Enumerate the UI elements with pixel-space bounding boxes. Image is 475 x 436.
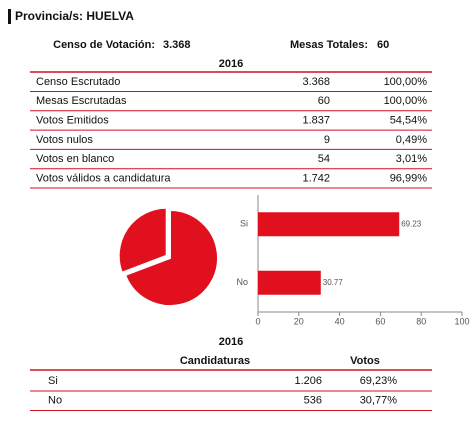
bar [258,270,321,295]
row-label: Si [48,375,58,387]
x-tick-label: 40 [335,316,345,326]
row-percent: 3,01% [396,153,427,165]
title-bar [8,9,11,24]
row-value: 1.206 [294,375,322,387]
row-percent: 54,54% [390,115,428,127]
row-value: 54 [318,153,330,165]
x-tick-label: 80 [416,316,426,326]
row-value: 536 [304,394,322,406]
row-value: 60 [318,95,330,107]
row-value: 1.742 [302,172,330,184]
column-header: Votos [350,355,380,367]
row-label: Votos válidos a candidatura [36,172,171,184]
mesas-label: Mesas Totales: [290,39,368,51]
value-label: 30.77 [323,278,344,287]
row-percent: 100,00% [384,95,428,107]
title: Provincia/s: HUELVA [15,9,134,23]
row-percent: 30,77% [360,394,398,406]
row-label: Mesas Escrutadas [36,95,127,107]
row-label: No [48,394,62,406]
year: 2016 [219,58,243,70]
x-tick-label: 0 [255,316,260,326]
pie-slice [117,206,168,275]
row-percent: 69,23% [360,375,398,387]
x-tick-label: 60 [375,316,385,326]
censo-label: Censo de Votación: [53,39,155,51]
row-value: 1.837 [302,115,330,127]
results-year: 2016 [219,336,243,348]
row-percent: 96,99% [390,172,428,184]
row-value: 9 [324,134,330,146]
row-label: Votos en blanco [36,153,114,165]
y-tick-label: Si [240,219,248,229]
pie-slice [123,208,219,307]
row-label: Votos nulos [36,134,93,146]
y-tick-label: No [236,277,248,287]
row-value: 3.368 [302,76,330,88]
mesas-value: 60 [377,39,389,51]
row-label: Censo Escrutado [36,76,120,88]
column-header: Candidaturas [180,355,250,367]
x-tick-label: 20 [294,316,304,326]
bar [258,212,400,237]
x-tick-label: 100 [454,316,469,326]
row-percent: 100,00% [384,76,428,88]
row-percent: 0,49% [396,134,427,146]
row-label: Votos Emitidos [36,115,109,127]
value-label: 69.23 [401,219,422,228]
censo-value: 3.368 [163,39,191,51]
